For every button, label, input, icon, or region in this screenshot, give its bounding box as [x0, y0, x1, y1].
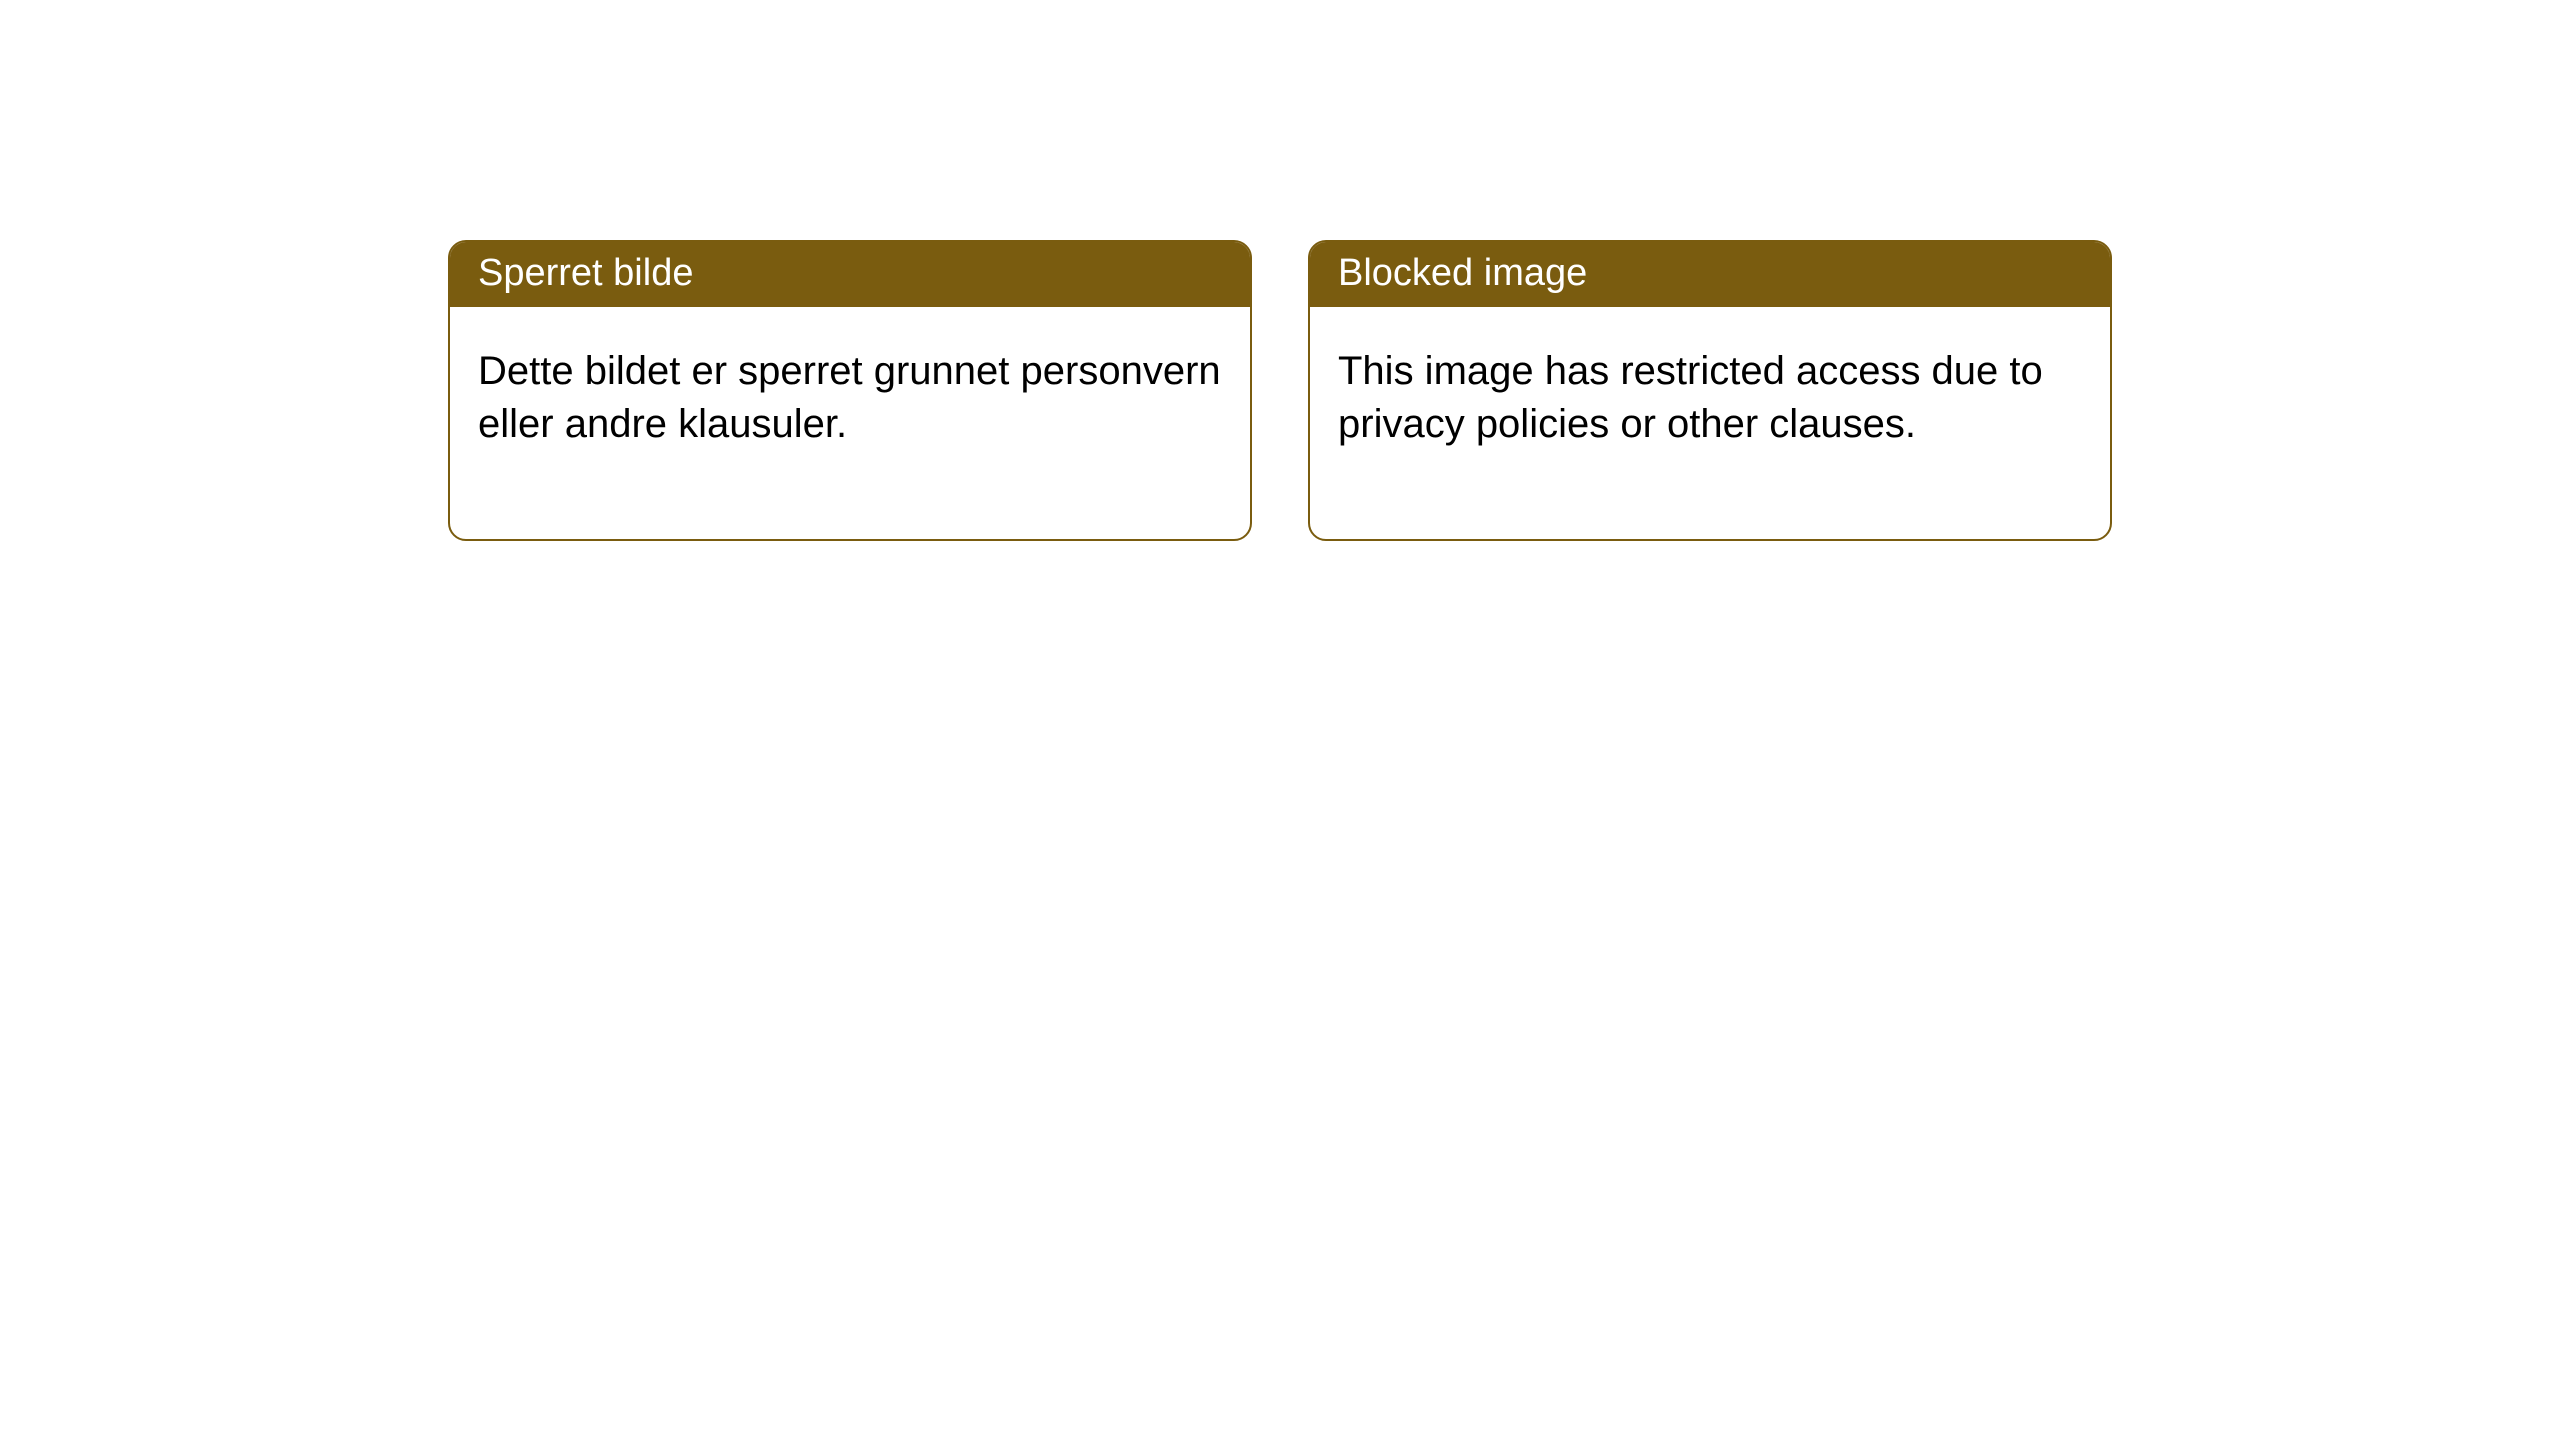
- notice-container: Sperret bilde Dette bildet er sperret gr…: [0, 0, 2560, 541]
- card-title: Blocked image: [1338, 252, 1587, 294]
- card-header: Sperret bilde: [450, 242, 1250, 307]
- notice-card-norwegian: Sperret bilde Dette bildet er sperret gr…: [448, 240, 1252, 541]
- card-body-text: Dette bildet er sperret grunnet personve…: [478, 349, 1221, 446]
- card-body: This image has restricted access due to …: [1310, 307, 2110, 539]
- card-body: Dette bildet er sperret grunnet personve…: [450, 307, 1250, 539]
- card-header: Blocked image: [1310, 242, 2110, 307]
- card-body-text: This image has restricted access due to …: [1338, 349, 2043, 446]
- card-title: Sperret bilde: [478, 252, 693, 294]
- notice-card-english: Blocked image This image has restricted …: [1308, 240, 2112, 541]
